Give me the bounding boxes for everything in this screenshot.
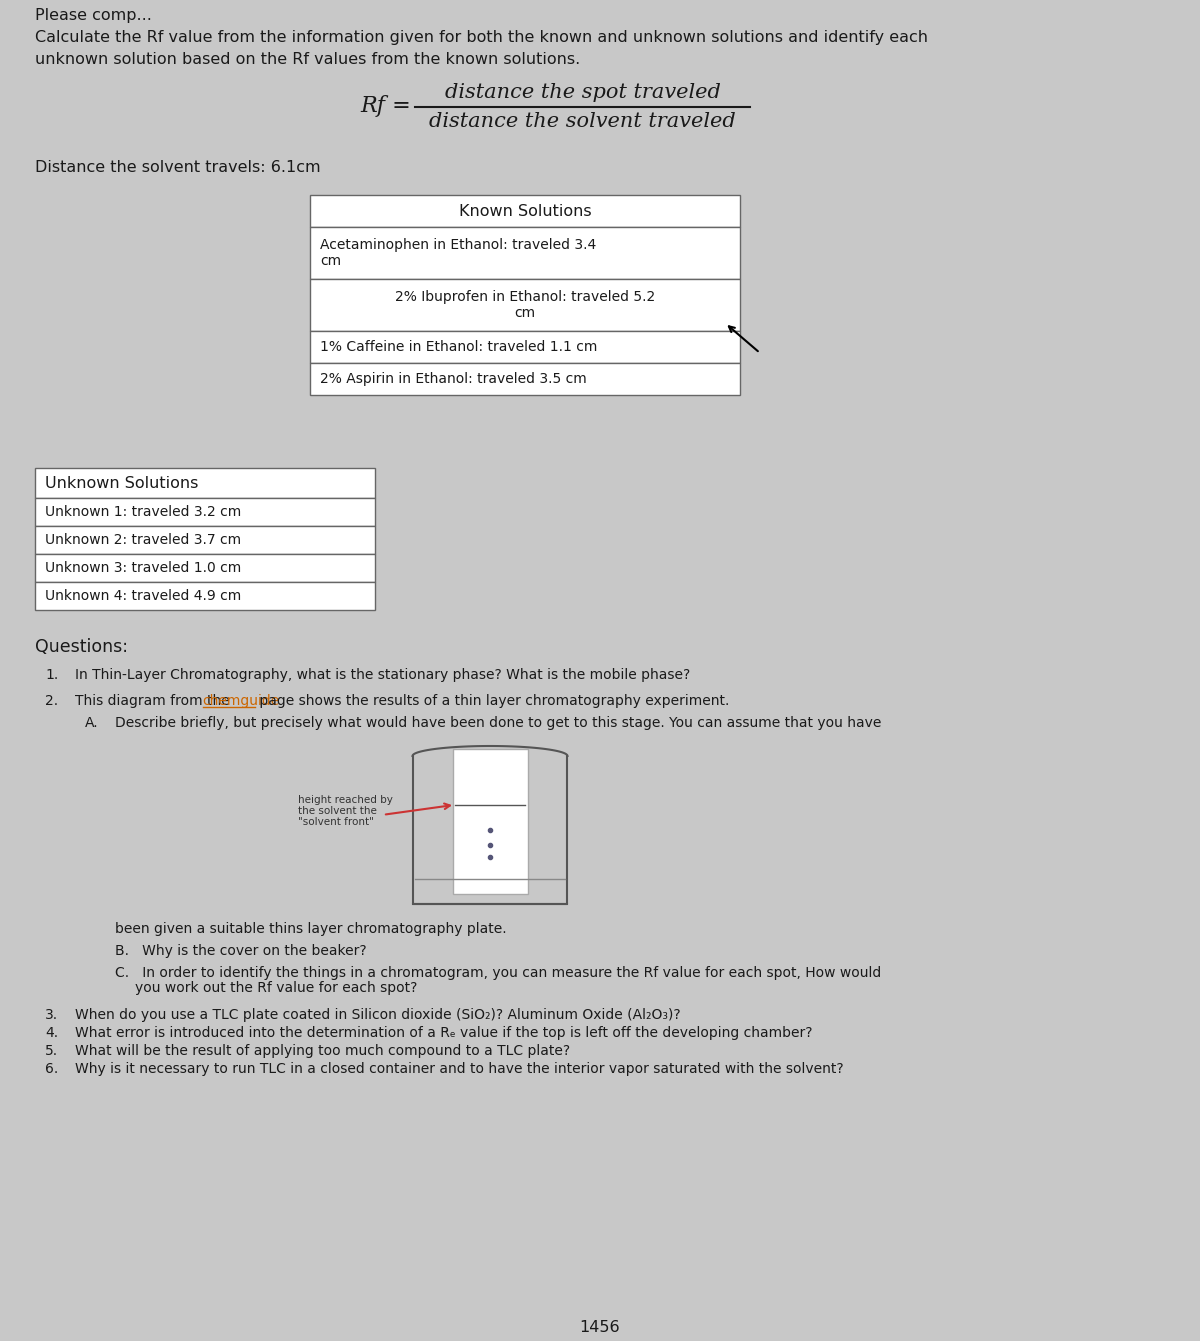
Text: Rf =: Rf = <box>360 95 410 117</box>
Bar <box>310 331 740 363</box>
Text: 2% Ibuprofen in Ethanol: traveled 5.2: 2% Ibuprofen in Ethanol: traveled 5.2 <box>395 290 655 304</box>
Text: you work out the Rf value for each spot?: you work out the Rf value for each spot? <box>134 982 418 995</box>
Text: Unknown 2: traveled 3.7 cm: Unknown 2: traveled 3.7 cm <box>46 532 241 547</box>
Text: What will be the result of applying too much compound to a TLC plate?: What will be the result of applying too … <box>74 1045 570 1058</box>
Text: Questions:: Questions: <box>35 638 128 656</box>
Text: In Thin-Layer Chromatography, what is the stationary phase? What is the mobile p: In Thin-Layer Chromatography, what is th… <box>74 668 690 683</box>
Text: 2% Aspirin in Ethanol: traveled 3.5 cm: 2% Aspirin in Ethanol: traveled 3.5 cm <box>320 371 587 386</box>
Text: Acetaminophen in Ethanol: traveled 3.4: Acetaminophen in Ethanol: traveled 3.4 <box>320 237 596 252</box>
Text: Unknown 1: traveled 3.2 cm: Unknown 1: traveled 3.2 cm <box>46 506 241 519</box>
Text: cm: cm <box>320 253 341 268</box>
Text: 2.: 2. <box>46 695 58 708</box>
Text: Why is it necessary to run TLC in a closed container and to have the interior va: Why is it necessary to run TLC in a clos… <box>74 1062 844 1075</box>
Text: height reached by: height reached by <box>298 795 392 805</box>
Text: Known Solutions: Known Solutions <box>458 204 592 219</box>
Text: been given a suitable thins layer chromatography plate.: been given a suitable thins layer chroma… <box>115 923 506 936</box>
Text: chemguide: chemguide <box>203 695 280 708</box>
Text: B.   Why is the cover on the beaker?: B. Why is the cover on the beaker? <box>115 944 367 957</box>
Bar <box>35 498 374 526</box>
Bar <box>35 468 374 498</box>
Text: What error is introduced into the determination of a Rₑ value if the top is left: What error is introduced into the determ… <box>74 1026 812 1041</box>
Text: Unknown 3: traveled 1.0 cm: Unknown 3: traveled 1.0 cm <box>46 561 241 575</box>
Bar <box>454 750 528 894</box>
Text: cm: cm <box>515 306 535 320</box>
Text: Describe briefly, but precisely what would have been done to get to this stage. : Describe briefly, but precisely what wou… <box>115 716 881 730</box>
Text: distance the solvent traveled: distance the solvent traveled <box>430 113 736 131</box>
Text: 1% Caffeine in Ethanol: traveled 1.1 cm: 1% Caffeine in Ethanol: traveled 1.1 cm <box>320 341 598 354</box>
Text: 1.: 1. <box>46 668 59 683</box>
Text: Calculate the Rf value from the information given for both the known and unknown: Calculate the Rf value from the informat… <box>35 30 928 46</box>
Text: the solvent the: the solvent the <box>298 806 377 815</box>
Bar <box>310 363 740 396</box>
Text: "solvent front": "solvent front" <box>298 817 374 827</box>
Text: This diagram from the: This diagram from the <box>74 695 234 708</box>
Text: Please comp...: Please comp... <box>35 8 152 23</box>
Text: 3.: 3. <box>46 1008 58 1022</box>
Text: 1456: 1456 <box>580 1320 620 1336</box>
Bar <box>35 582 374 610</box>
Text: A.: A. <box>85 716 98 730</box>
Text: unknown solution based on the Rf values from the known solutions.: unknown solution based on the Rf values … <box>35 52 581 67</box>
Text: Distance the solvent travels: 6.1cm: Distance the solvent travels: 6.1cm <box>35 160 320 174</box>
Bar <box>310 227 740 279</box>
Bar <box>310 279 740 331</box>
Text: 6.: 6. <box>46 1062 59 1075</box>
Text: distance the spot traveled: distance the spot traveled <box>444 83 720 102</box>
Text: When do you use a TLC plate coated in Silicon dioxide (SiO₂)? Aluminum Oxide (Al: When do you use a TLC plate coated in Si… <box>74 1008 680 1022</box>
Bar <box>310 194 740 227</box>
Bar <box>35 526 374 554</box>
Text: page shows the results of a thin layer chromatography experiment.: page shows the results of a thin layer c… <box>254 695 730 708</box>
Text: C.   In order to identify the things in a chromatogram, you can measure the Rf v: C. In order to identify the things in a … <box>115 966 881 980</box>
Bar <box>35 554 374 582</box>
Text: 5.: 5. <box>46 1045 58 1058</box>
Text: Unknown 4: traveled 4.9 cm: Unknown 4: traveled 4.9 cm <box>46 589 241 603</box>
Text: 4.: 4. <box>46 1026 58 1041</box>
Text: Unknown Solutions: Unknown Solutions <box>46 476 198 491</box>
